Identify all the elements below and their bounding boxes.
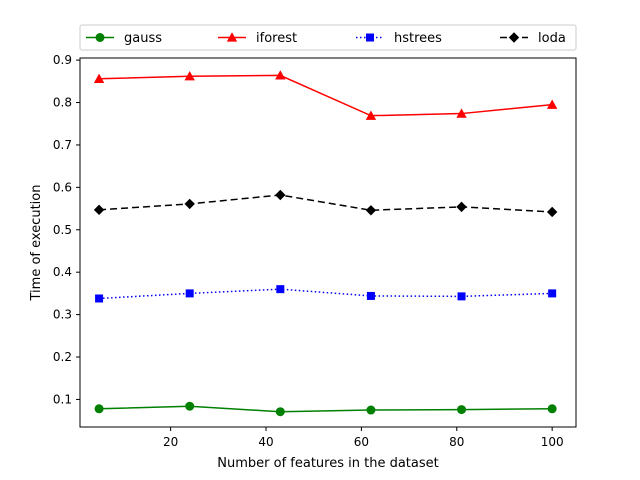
data-point-loda (365, 205, 377, 216)
legend-label-hstrees: hstrees (394, 31, 442, 46)
legend-label-gauss: gauss (124, 31, 162, 46)
legend-entry-loda: loda (500, 31, 566, 46)
x-tick-label: 40 (258, 435, 273, 449)
data-point-iforest (456, 108, 467, 118)
legend-marker-gauss (95, 33, 105, 42)
legend: gauss iforest hstrees loda (79, 24, 577, 51)
legend-frame (79, 24, 577, 51)
legend-marker-hstrees (366, 33, 374, 42)
x-tick-label: 100 (541, 435, 564, 449)
legend-marker-iforest (226, 32, 238, 42)
series-line-gauss (99, 405, 553, 413)
legend-entry-iforest: iforest (218, 31, 297, 46)
data-point-hstrees (366, 291, 375, 300)
y-tick-label: 0.7 (53, 138, 72, 152)
y-tick-label: 0.4 (53, 265, 72, 279)
data-point-loda (546, 206, 558, 218)
data-point-iforest (184, 71, 195, 81)
data-point-iforest (275, 70, 286, 80)
data-point-hstrees (276, 285, 285, 294)
data-point-loda (275, 189, 286, 201)
data-point-iforest (365, 110, 377, 120)
y-tick-label: 0.6 (53, 180, 72, 194)
data-point-gauss (366, 405, 376, 415)
series-hstrees (95, 285, 557, 303)
series-loda (93, 189, 558, 218)
data-point-hstrees (95, 294, 104, 303)
data-point-loda (93, 204, 105, 216)
series-iforest (93, 70, 558, 120)
legend-entry-hstrees: hstrees (356, 31, 442, 46)
y-tick-label: 0.2 (53, 350, 72, 364)
data-point-iforest (546, 99, 558, 109)
plot-frame (79, 57, 577, 428)
data-point-gauss (457, 405, 467, 415)
data-point-gauss (94, 404, 104, 414)
data-point-hstrees (548, 289, 557, 298)
data-point-gauss (185, 401, 195, 411)
x-tick-label: 60 (354, 435, 369, 449)
x-axis-label: Number of features in the dataset (217, 456, 438, 471)
x-tick-label: 20 (163, 435, 178, 449)
y-axis-label: Time of execution (29, 185, 44, 302)
y-tick-label: 0.5 (53, 223, 72, 237)
series-line-iforest (99, 74, 553, 117)
legend-entry-gauss: gauss (86, 31, 162, 46)
data-point-gauss (547, 404, 557, 414)
y-tick-label: 0.1 (53, 392, 72, 406)
y-tick-label: 0.8 (53, 96, 72, 110)
data-point-loda (184, 198, 195, 210)
data-point-iforest (93, 73, 105, 83)
data-point-hstrees (185, 289, 194, 298)
legend-label-iforest: iforest (256, 31, 297, 46)
data-point-hstrees (457, 292, 466, 301)
y-tick-label: 0.3 (53, 308, 72, 322)
legend-label-loda: loda (538, 31, 566, 46)
series-layer (93, 70, 558, 417)
x-tick-label: 80 (449, 435, 464, 449)
axes-layer: 20 40 60 80 100 0.1 0.2 0.3 0.4 0.5 0.6 0.7 0.8 0.9 (53, 53, 564, 449)
data-point-loda (456, 201, 467, 213)
series-gauss (94, 401, 557, 417)
plot-background (80, 58, 576, 427)
legend-marker-loda (508, 32, 520, 43)
series-line-loda (99, 194, 553, 213)
y-tick-label: 0.9 (53, 53, 72, 67)
data-point-gauss (275, 407, 285, 417)
